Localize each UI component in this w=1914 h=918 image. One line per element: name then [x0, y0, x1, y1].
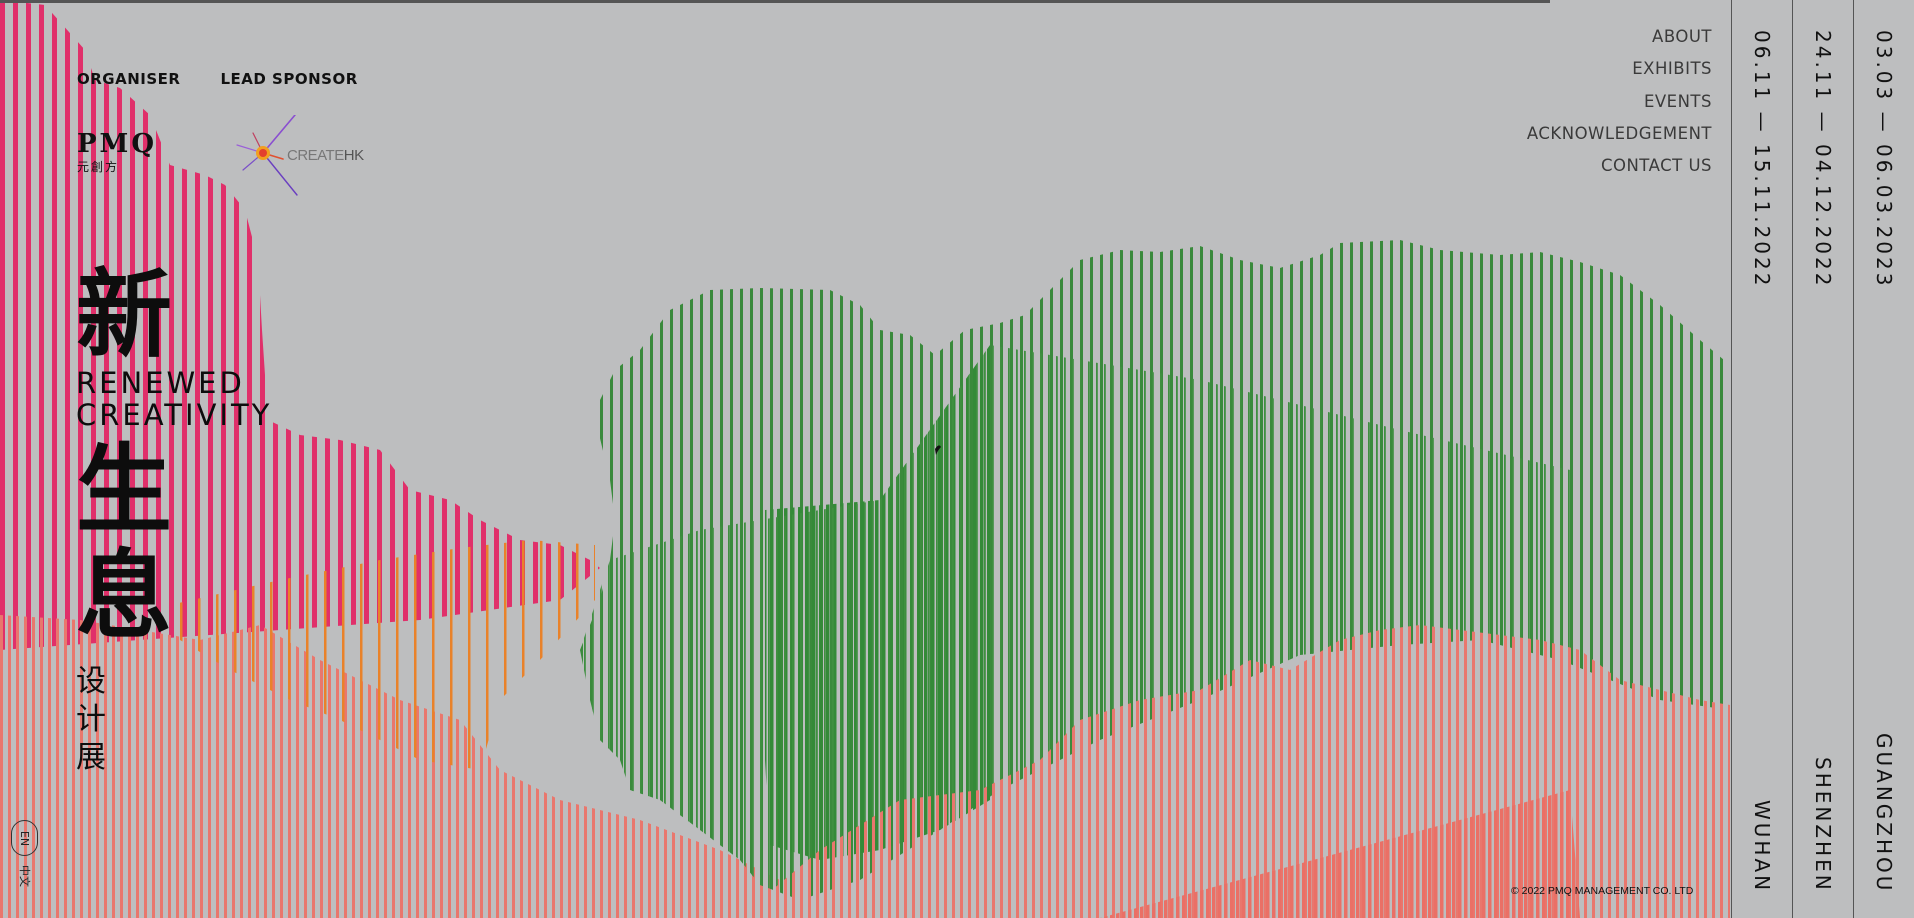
createhk-wordmark: CREATEHK: [287, 147, 364, 164]
venue-column-shenzhen[interactable]: 24.11 — 04.12.2022 SHENZHEN: [1793, 0, 1853, 918]
title-cn-char-3: 息: [76, 540, 172, 652]
pink-mountain: [0, 0, 600, 650]
lead-sponsor-label: LEAD SPONSOR: [220, 70, 358, 88]
title-cn-char-1: 新: [76, 259, 172, 371]
salmon-bright-band: [1100, 790, 1580, 918]
createhk-star-icon: [236, 115, 298, 196]
exhibition-title: 新 RENEWED CREATIVITY 生 息 设 计 展: [76, 263, 272, 777]
nav-contact[interactable]: CONTACT US: [1600, 156, 1712, 176]
bird-mark: [935, 445, 941, 455]
green-light-slope: [580, 345, 1570, 900]
lang-zh-label: 中文: [17, 865, 31, 887]
title-en-line-2: CREATIVITY: [76, 398, 273, 432]
lang-en-button[interactable]: EN: [11, 820, 38, 856]
venue-column-guangzhou[interactable]: 03.03 — 06.03.2023 GUANGZHOU: [1854, 0, 1914, 918]
venue-city: WUHAN: [1750, 799, 1774, 893]
venue-city: GUANGZHOU: [1872, 732, 1896, 893]
copyright-text: © 2022 PMQ MANAGEMENT CO. LTD: [1511, 885, 1694, 897]
venue-city: SHENZHEN: [1811, 757, 1835, 893]
venue-divider-3: [1853, 0, 1854, 918]
pmq-logo-subtitle: 元創方: [77, 160, 120, 174]
venue-column-wuhan[interactable]: 06.11 — 15.11.2022 WUHAN: [1732, 0, 1792, 918]
title-cn-sub-2: 计: [76, 702, 106, 737]
venue-divider-1: [1731, 0, 1732, 918]
nav-exhibits[interactable]: EXHIBITS: [1632, 59, 1712, 79]
sponsor-labels: ORGANISER LEAD SPONSOR: [77, 70, 358, 88]
lang-zh-button[interactable]: 中文: [11, 862, 38, 890]
pmq-logo-mark: PMQ: [77, 129, 157, 159]
orange-hill: [170, 540, 595, 770]
title-en-line-1: RENEWED: [76, 366, 245, 400]
title-cn-char-2: 生: [76, 434, 172, 546]
nav-about[interactable]: ABOUT: [1652, 27, 1712, 46]
venue-dates: 24.11 — 04.12.2022: [1811, 30, 1835, 289]
salmon-left-hill: [0, 615, 800, 918]
main-nav: ABOUT EXHIBITS EVENTS ACKNOWLEDGEMENT CO…: [1527, 21, 1712, 182]
language-switcher: EN 中文: [11, 820, 38, 890]
top-rule: [0, 0, 1550, 3]
venue-divider-2: [1792, 0, 1793, 918]
organiser-label: ORGANISER: [77, 70, 181, 88]
nav-acknowledgement[interactable]: ACKNOWLEDGEMENT: [1526, 123, 1712, 143]
createhk-logo[interactable]: CREATEHK: [235, 115, 370, 200]
lang-en-label: EN: [18, 830, 31, 846]
nav-events[interactable]: EVENTS: [1643, 91, 1712, 111]
venue-dates: 06.11 — 15.11.2022: [1750, 30, 1774, 289]
title-cn-sub-3: 展: [76, 740, 106, 775]
createhk-wordmark-a: CREATE: [287, 147, 344, 164]
createhk-wordmark-b: HK: [343, 147, 364, 164]
venue-dates: 03.03 — 06.03.2023: [1872, 30, 1896, 289]
pmq-logo[interactable]: PMQ 元創方: [77, 130, 157, 175]
title-cn-sub-1: 设: [76, 664, 106, 699]
